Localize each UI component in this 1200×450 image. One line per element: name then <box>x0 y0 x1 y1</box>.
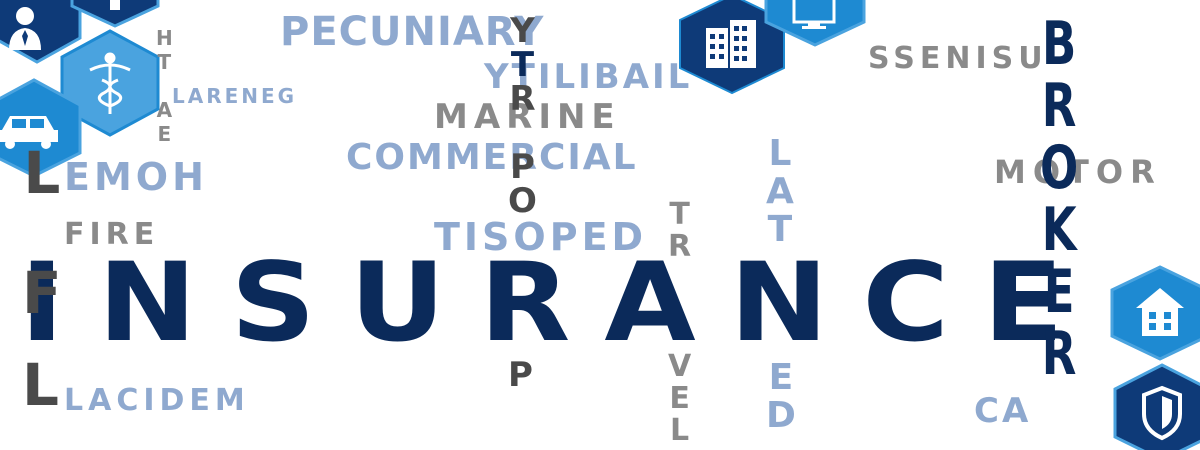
travel-letter: R <box>668 229 692 264</box>
property-letter: R <box>509 79 536 119</box>
hex-tile-caduceus <box>58 28 162 138</box>
computer-monitor-icon <box>792 0 836 29</box>
hex-tile-car <box>0 78 82 178</box>
travel-letter: T <box>669 197 690 232</box>
vertical-word-travel: T R <box>668 200 691 262</box>
vertical-word-travel-bottom: V E L <box>668 352 691 446</box>
broker-letter: O <box>1040 133 1079 203</box>
property-letter: P <box>508 355 533 395</box>
health-letter: E <box>157 122 172 146</box>
house-icon <box>1136 288 1184 336</box>
broker-letter: B <box>1041 9 1077 79</box>
broker-letter: R <box>1041 319 1077 389</box>
broker-letter: R <box>1041 71 1077 141</box>
broker-letter: E <box>1043 257 1075 327</box>
property-letter: O <box>508 181 537 221</box>
word-marine: MARINE <box>434 97 621 137</box>
dental-letter: L <box>768 133 792 174</box>
life-letter: F <box>22 259 62 327</box>
property-letter: T <box>510 45 535 85</box>
hex-tile-office-building <box>676 0 788 96</box>
word-general-reversed: LARENEG <box>172 84 298 108</box>
car-icon <box>0 116 58 149</box>
broker-letter: K <box>1041 195 1077 265</box>
word-insurance: INSURANCE <box>20 238 1098 366</box>
medical-caduceus-icon <box>89 52 131 114</box>
vertical-word-life-bottom: L <box>22 356 59 414</box>
health-letter: H <box>156 26 173 50</box>
travel-letter: V <box>668 349 692 384</box>
property-letter: P <box>509 147 535 187</box>
businessman-icon <box>9 7 41 50</box>
life-letter: L <box>23 139 61 207</box>
hex-tile-computer <box>762 0 868 48</box>
hex-tile-house <box>1108 264 1200 362</box>
vertical-word-life: L I F <box>22 144 62 322</box>
health-letter: A <box>156 98 173 122</box>
word-deposit-reversed: TISOPED <box>434 215 648 259</box>
word-business-reversed: SSENISU <box>868 41 1048 76</box>
vertical-word-health: H T L A E <box>156 28 173 144</box>
word-motor: MOTOR <box>994 153 1162 191</box>
hex-tile-businessman <box>0 0 82 64</box>
vertical-word-broker: B R O K E R <box>1040 14 1078 384</box>
vertical-word-dental-bottom: E D <box>766 360 796 434</box>
vertical-word-dental: L A T <box>766 136 794 248</box>
word-home-reversed: EMOH <box>64 155 208 199</box>
word-car: CA <box>974 391 1032 431</box>
word-liability-reversed: YTILIBAIL <box>484 57 693 97</box>
dental-letter: D <box>766 395 796 436</box>
health-letter: T <box>157 50 172 74</box>
property-letter: Y <box>510 11 535 51</box>
dental-letter: A <box>766 171 794 212</box>
travel-letter: L <box>670 413 690 448</box>
word-pecuniary: PECUNIARY <box>280 9 545 55</box>
word-medical-reversed: LACIDEM <box>64 383 250 418</box>
word-commercial: COMMERCIAL <box>346 137 638 178</box>
word-fire: FIRE <box>64 217 160 252</box>
shield-icon <box>1142 385 1182 441</box>
hex-tile-top-partial <box>70 0 160 30</box>
vertical-word-property: Y T R E P O <box>508 14 537 218</box>
travel-letter: E <box>669 381 690 416</box>
dental-letter: T <box>767 209 793 250</box>
vertical-word-property-bottom: P <box>508 358 533 392</box>
dental-letter: E <box>768 357 794 398</box>
office-building-icon <box>706 20 756 68</box>
life-letter: L <box>22 351 59 419</box>
hex-tile-shield <box>1112 362 1200 450</box>
